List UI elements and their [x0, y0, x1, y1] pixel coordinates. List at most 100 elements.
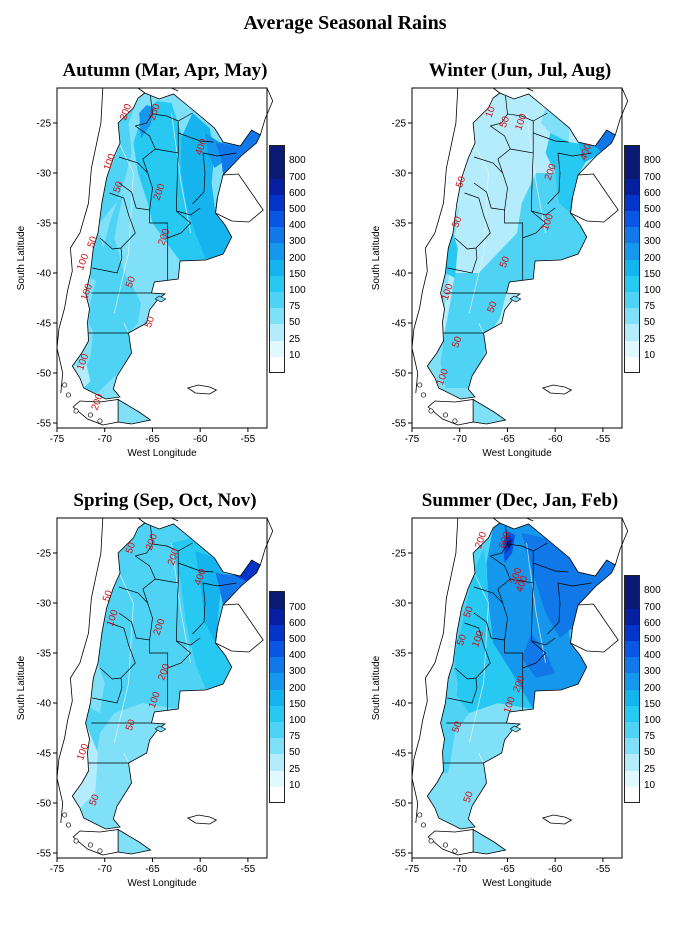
legend-label: 200 — [644, 252, 661, 264]
x-tick-label: -75 — [50, 864, 65, 875]
province-border — [522, 640, 547, 669]
province-border — [510, 563, 534, 584]
y-tick-label: -55 — [37, 419, 52, 430]
legend-swatch — [269, 607, 285, 625]
legend-swatch — [624, 769, 640, 787]
country-outline — [71, 522, 261, 830]
legend-swatch — [624, 307, 640, 325]
legend-swatch — [269, 307, 285, 325]
contour-label: 50 — [454, 175, 468, 190]
province-border — [447, 677, 478, 704]
legend-swatch — [269, 639, 285, 658]
legend-swatch — [269, 258, 285, 276]
province-border — [149, 210, 169, 283]
rain-zone — [540, 108, 570, 142]
legend-swatch — [269, 785, 285, 803]
x-axis-label: West Longitude — [127, 448, 197, 459]
falkland-islands — [541, 814, 573, 825]
legend-swatch — [624, 161, 640, 179]
x-axis-label: West Longitude — [127, 878, 197, 889]
province-border — [454, 622, 491, 680]
legend-swatch — [624, 672, 640, 690]
contour-label: 50 — [450, 335, 464, 350]
legend-swatch — [269, 226, 285, 244]
rain-zone — [521, 633, 556, 678]
legend-swatch — [624, 575, 640, 593]
legend-swatch — [269, 145, 285, 163]
rain-zone — [171, 538, 232, 690]
y-tick-label: -40 — [392, 699, 407, 710]
legend-swatch — [269, 161, 285, 179]
legend-swatch — [624, 720, 640, 739]
contour-label: 50 — [486, 300, 500, 315]
y-tick-label: -45 — [392, 749, 407, 760]
x-axis-label: West Longitude — [482, 448, 552, 459]
y-tick-label: -55 — [37, 849, 52, 860]
legend-swatch — [269, 355, 285, 373]
y-axis-label: South Latitude — [371, 655, 382, 720]
legend-swatch — [624, 258, 640, 276]
contour-label: 50 — [124, 541, 138, 556]
y-tick-label: -45 — [37, 749, 52, 760]
legend-swatch — [624, 242, 640, 260]
legend-swatch — [624, 607, 640, 625]
legend-label: 600 — [289, 617, 306, 629]
map-panel-autumn: Autumn (Mar, Apr, May) 200 200 100 50 50 200 20… — [0, 60, 345, 500]
x-tick-label: -65 — [145, 434, 160, 445]
contour-label: 10 — [484, 105, 498, 120]
legend-label: 200 — [289, 252, 306, 264]
legend-swatch — [269, 753, 285, 771]
panel-title-autumn: Autumn (Mar, Apr, May) — [62, 60, 268, 81]
legend-swatch — [269, 323, 285, 341]
province-border — [447, 247, 478, 274]
x-tick-label: -75 — [405, 864, 420, 875]
y-tick-label: -25 — [37, 119, 52, 130]
country-outline — [426, 522, 616, 830]
x-tick-label: -60 — [193, 864, 208, 875]
legend-swatch — [624, 177, 640, 195]
rain-zone — [440, 173, 587, 388]
legend-label: 25 — [289, 763, 301, 775]
contour-label: 50 — [462, 605, 476, 620]
legend-label: 75 — [289, 301, 301, 313]
province-border — [454, 192, 491, 250]
legend-label: 50 — [289, 317, 301, 329]
province-border — [490, 95, 508, 127]
legend-swatch — [624, 355, 640, 373]
legend-label: 100 — [644, 284, 661, 296]
province-border — [152, 112, 193, 122]
legend-label: 500 — [289, 633, 306, 645]
color-legend: 10 25 50 75 100 150 200 300 400 500 600 700 800 — [624, 145, 661, 373]
legend-swatch — [269, 704, 285, 722]
y-tick-label: -50 — [37, 369, 52, 380]
legend-label: 600 — [644, 617, 661, 629]
legend-label: 400 — [289, 220, 306, 232]
legend-label: 800 — [644, 155, 661, 167]
legend-swatch — [624, 737, 640, 755]
legend-swatch — [269, 242, 285, 260]
rain-zone — [90, 233, 105, 283]
legend-label: 400 — [644, 220, 661, 232]
panel-title-spring: Spring (Sep, Oct, Nov) — [73, 490, 257, 511]
province-border — [532, 551, 569, 573]
x-tick-label: -70 — [453, 434, 468, 445]
x-tick-label: -70 — [453, 864, 468, 875]
legend-swatch — [624, 753, 640, 771]
y-tick-label: -55 — [392, 849, 407, 860]
province-border — [149, 640, 169, 713]
legend-label: 10 — [289, 779, 301, 791]
x-tick-label: -70 — [98, 864, 113, 875]
color-legend: 10 25 50 75 100 150 200 300 400 500 600 700 800 — [269, 145, 306, 373]
legend-label: 100 — [644, 714, 661, 726]
province-border — [92, 677, 123, 704]
legend-label: 150 — [289, 698, 306, 710]
rain-zone — [133, 101, 206, 293]
plot-frame — [56, 517, 268, 859]
x-tick-label: -55 — [596, 434, 611, 445]
rain-zone — [72, 365, 91, 388]
province-border — [557, 152, 592, 157]
legend-swatch — [624, 145, 640, 163]
legend-label: 200 — [289, 682, 306, 694]
rain-zone — [215, 130, 261, 175]
